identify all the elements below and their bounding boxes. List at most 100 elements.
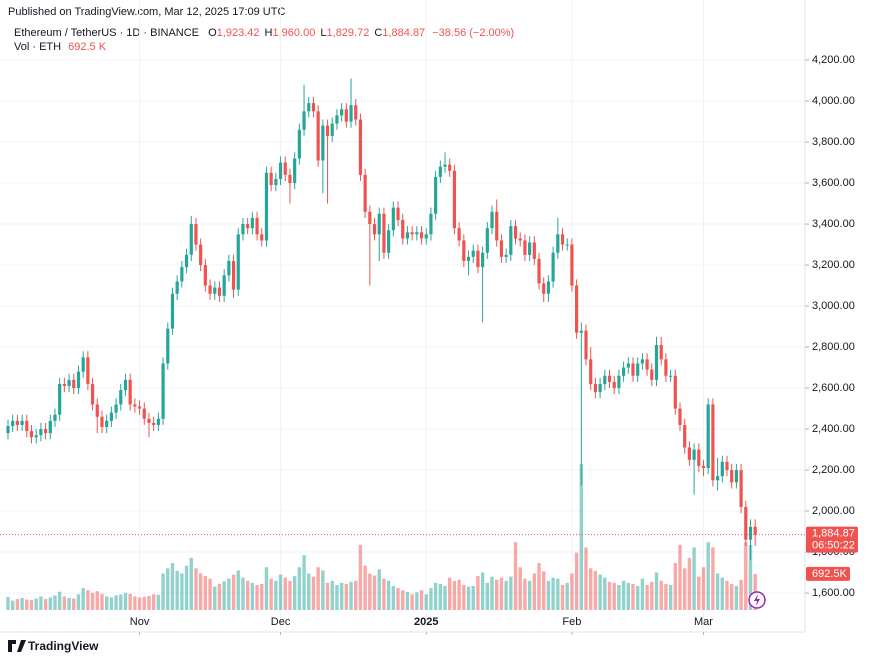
candle-body <box>147 418 151 423</box>
volume-bar <box>636 586 640 610</box>
candle-body <box>321 125 325 161</box>
candle-body <box>34 435 38 438</box>
volume-bar <box>307 573 311 610</box>
candle-body <box>711 404 715 481</box>
volume-bar <box>682 568 687 610</box>
volume-bar <box>382 578 386 610</box>
candle-body <box>278 162 283 179</box>
volume-bar <box>100 593 104 610</box>
volume-bar <box>227 578 231 610</box>
volume-bar <box>603 577 607 610</box>
candle-body <box>255 217 259 235</box>
volume-bar <box>260 583 264 610</box>
volume-bar <box>424 594 428 610</box>
volume-bar <box>241 577 245 610</box>
candle-body <box>39 429 43 436</box>
volume-bar <box>607 581 612 610</box>
candle-body <box>434 176 438 214</box>
volume-bar <box>692 547 696 610</box>
volume-bar <box>217 583 222 610</box>
volume-bar <box>208 578 212 610</box>
candle-body <box>518 238 522 241</box>
candle-body <box>391 207 395 231</box>
volume-bar <box>565 582 569 610</box>
candle-body <box>410 232 414 235</box>
volume-bar <box>245 580 250 610</box>
volume-bar <box>419 590 424 610</box>
candle-body <box>607 375 612 382</box>
volume-bar <box>151 594 156 610</box>
volume-bar <box>189 557 193 610</box>
x-tick-label: 2025 <box>414 616 438 628</box>
candle-body <box>528 242 532 255</box>
volume-bar <box>706 542 710 610</box>
volume-bar <box>574 552 579 610</box>
candle-body <box>119 390 123 405</box>
candle-body <box>86 357 90 384</box>
candle-body <box>274 178 278 186</box>
candle-body <box>725 461 729 471</box>
candle-body <box>100 416 104 428</box>
volume-bar <box>748 544 753 610</box>
volume-bar <box>128 593 132 610</box>
volume-bar <box>523 578 527 610</box>
volume-bar <box>513 542 518 610</box>
volume-bar <box>278 574 283 610</box>
candle-body <box>462 240 466 261</box>
volume-bar <box>457 579 461 610</box>
volume-bar <box>598 574 602 610</box>
volume-bar <box>495 579 499 610</box>
volume-bar <box>20 598 24 610</box>
candle-body <box>424 234 428 239</box>
candle-body <box>377 213 381 235</box>
candle-body <box>250 217 254 229</box>
volume-bar <box>579 464 584 610</box>
y-tick-label: 2,200.00 <box>812 464 855 476</box>
volume-bar <box>72 598 76 610</box>
volume-bar <box>269 578 273 610</box>
candle-body <box>189 224 193 255</box>
volume-bar <box>504 580 508 610</box>
candle-body <box>429 213 433 235</box>
volume-bar <box>6 596 10 610</box>
volume-bar <box>250 582 255 610</box>
candle-body <box>452 170 457 229</box>
candle-body <box>170 293 175 329</box>
candle-body <box>311 103 316 112</box>
candle-body <box>584 330 588 360</box>
x-tick-label: Feb <box>562 616 581 628</box>
close-value: 1,884.87 <box>382 27 425 39</box>
volume-bar <box>156 594 161 610</box>
volume-bar <box>556 578 560 610</box>
candle-body <box>15 420 19 425</box>
candle-body <box>697 449 701 466</box>
volume-bar <box>499 577 504 610</box>
candle-body <box>485 228 489 253</box>
candle-body <box>706 404 710 469</box>
candle-body <box>626 363 630 368</box>
volume-bar <box>170 563 175 610</box>
volume-bar <box>448 577 452 610</box>
candle-body <box>448 164 452 171</box>
candle-body <box>137 406 142 409</box>
candle-body <box>438 166 442 177</box>
volume-bar <box>527 580 532 610</box>
h-letter: H <box>265 27 273 39</box>
candle-body <box>419 232 424 239</box>
candle-body <box>636 363 640 376</box>
candles <box>6 78 757 561</box>
volume-bar <box>166 568 170 610</box>
volume-bar <box>274 580 278 610</box>
candle-body <box>236 234 240 290</box>
candle-body <box>95 404 99 417</box>
candle-body <box>466 256 471 261</box>
volume-bar <box>429 588 433 610</box>
candle-body <box>382 213 386 253</box>
volume-bar <box>542 571 546 610</box>
candle-body <box>387 230 391 253</box>
live-icon <box>748 591 766 609</box>
candle-body <box>593 383 598 393</box>
candle-body <box>401 219 405 239</box>
open-value: 1,923.42 <box>217 27 260 39</box>
